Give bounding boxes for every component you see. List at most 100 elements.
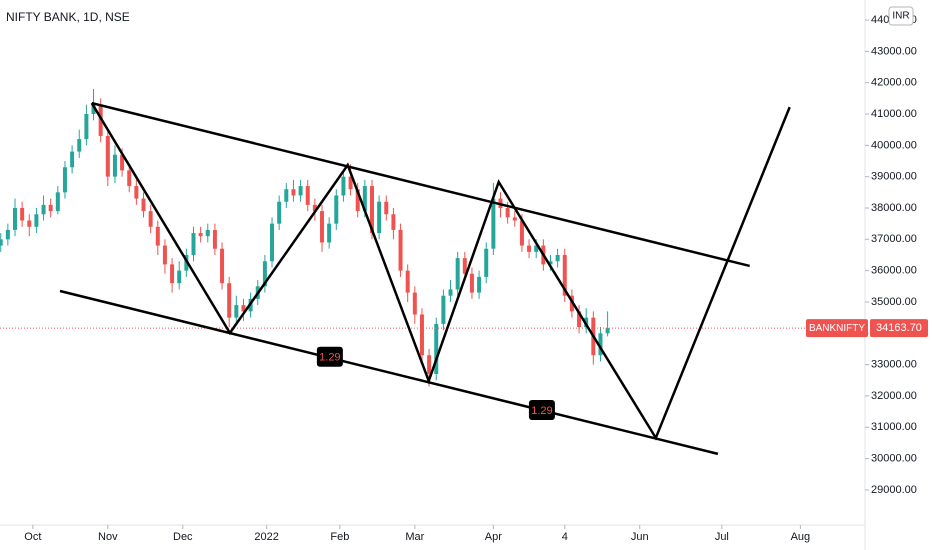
candle-body (284, 189, 289, 202)
x-tick-label: Oct (24, 531, 41, 543)
candle-body (477, 276, 482, 293)
candle-body (405, 270, 410, 293)
candle-body (291, 189, 296, 196)
candle-body (505, 207, 510, 218)
annotation-label: 1.29 (319, 352, 340, 364)
price-tag (870, 319, 928, 338)
annotation-box (316, 346, 343, 367)
candle-body (227, 283, 232, 318)
candle-body (270, 223, 275, 262)
y-tick-label: 40000.00 (871, 139, 917, 151)
candle-body (512, 217, 517, 221)
y-tick-label: 37000.00 (871, 233, 917, 245)
candle-body (312, 204, 317, 212)
candle-body (134, 186, 139, 199)
candle-body (241, 305, 246, 312)
y-tick-label: 31000.00 (871, 421, 917, 433)
candle-body (369, 186, 374, 234)
candle-body (469, 273, 474, 293)
x-tick-label: Apr (485, 531, 502, 543)
plot-area: 1.29 1.29 (0, 88, 865, 456)
candle-body (234, 305, 239, 318)
symbol-tag (806, 319, 868, 338)
x-tick-label: Nov (98, 531, 118, 543)
symbol-label: BANKNIFTY (809, 323, 865, 334)
candle-body (41, 204, 46, 215)
trend-line (59, 289, 719, 456)
y-tick-label: 35000.00 (871, 296, 917, 308)
candle-body (341, 176, 346, 196)
x-tick-label: Dec (173, 531, 193, 543)
y-tick-label: 41000.00 (871, 108, 917, 120)
x-tick-label: Jun (631, 531, 649, 543)
candle-body (170, 264, 175, 284)
candle-body (112, 154, 117, 177)
candle-body (77, 139, 82, 152)
candle-body (62, 167, 67, 193)
candle-body (434, 323, 439, 375)
candle-body (484, 248, 489, 277)
candle-body (362, 186, 367, 212)
candle-body (34, 214, 39, 227)
chart-title: NIFTY BANK, 1D, NSE (6, 10, 130, 24)
candle-body (27, 220, 32, 227)
candle-body (455, 258, 460, 290)
y-tick-label: 36000.00 (871, 265, 917, 277)
candle-body (348, 176, 353, 190)
x-tick-label: 2022 (254, 531, 278, 543)
y-tick-label: 30000.00 (871, 452, 917, 464)
candle-body (548, 261, 553, 265)
candle-body (70, 151, 75, 168)
candle-body (55, 192, 60, 212)
candle-body (562, 254, 567, 296)
candle-body (527, 245, 532, 252)
trend-line (90, 102, 791, 441)
candle-body (491, 198, 496, 249)
candle-body (105, 135, 110, 177)
candle-body (391, 214, 396, 230)
candle-body (155, 226, 160, 246)
candle-body (519, 220, 524, 246)
candle-body (384, 201, 389, 215)
candle-body (262, 261, 267, 287)
candle-body (327, 223, 332, 243)
y-tick-label: 43000.00 (871, 45, 917, 57)
candle-body (177, 270, 182, 284)
candle-body (462, 258, 467, 274)
candle-body (220, 248, 225, 284)
y-tick-label: 39000.00 (871, 171, 917, 183)
y-tick-label: 38000.00 (871, 202, 917, 214)
candle-body (20, 207, 25, 221)
candle-body (5, 229, 10, 240)
candle-body (334, 195, 339, 224)
candle-body (320, 211, 325, 243)
candle-body (48, 204, 53, 212)
candle-body (555, 254, 560, 262)
candle-body (448, 289, 453, 296)
candle-body (162, 245, 167, 265)
candle-body (419, 314, 424, 356)
candle-body (355, 189, 360, 212)
y-tick-label: 33000.00 (871, 359, 917, 371)
candle-body (534, 245, 539, 252)
candle-body (412, 292, 417, 315)
candle-body (398, 229, 403, 271)
candle-body (120, 154, 125, 171)
candle-body (12, 207, 17, 230)
candle-body (212, 229, 217, 249)
candle-body (277, 201, 282, 224)
candle-body (598, 333, 603, 356)
candle-body (148, 211, 153, 227)
candle-body (84, 114, 89, 140)
price-label: 34163.70 (876, 322, 922, 334)
candle-body (377, 201, 382, 234)
annotation-box (528, 400, 555, 421)
x-tick-label: Jul (715, 531, 729, 543)
x-tick-label: Mar (405, 531, 424, 543)
candle-body (298, 186, 303, 196)
currency-box (888, 6, 914, 26)
candle-body (605, 328, 610, 334)
candle-body (198, 233, 203, 237)
